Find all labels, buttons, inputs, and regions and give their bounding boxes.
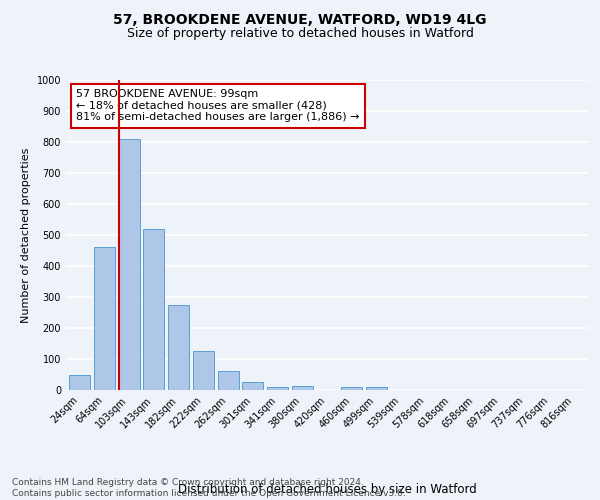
Bar [168,304,189,390]
Bar [218,372,239,390]
Text: 57, BROOKDENE AVENUE, WATFORD, WD19 4LG: 57, BROOKDENE AVENUE, WATFORD, WD19 4LG [113,12,487,26]
Text: 57 BROOKDENE AVENUE: 99sqm
← 18% of detached houses are smaller (428)
81% of sem: 57 BROOKDENE AVENUE: 99sqm ← 18% of deta… [76,90,360,122]
Bar [341,387,362,390]
Bar [267,387,288,390]
Text: Size of property relative to detached houses in Watford: Size of property relative to detached ho… [127,28,473,40]
Text: Contains HM Land Registry data © Crown copyright and database right 2024.
Contai: Contains HM Land Registry data © Crown c… [12,478,406,498]
Bar [242,382,263,390]
Bar [366,387,387,390]
Bar [143,229,164,390]
Bar [292,386,313,390]
X-axis label: Distribution of detached houses by size in Watford: Distribution of detached houses by size … [178,482,476,496]
Bar [193,351,214,390]
Bar [94,248,115,390]
Bar [119,139,140,390]
Bar [69,375,90,390]
Y-axis label: Number of detached properties: Number of detached properties [21,148,31,322]
